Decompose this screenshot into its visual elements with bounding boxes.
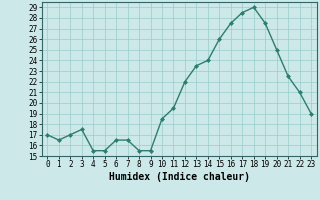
X-axis label: Humidex (Indice chaleur): Humidex (Indice chaleur) — [109, 172, 250, 182]
